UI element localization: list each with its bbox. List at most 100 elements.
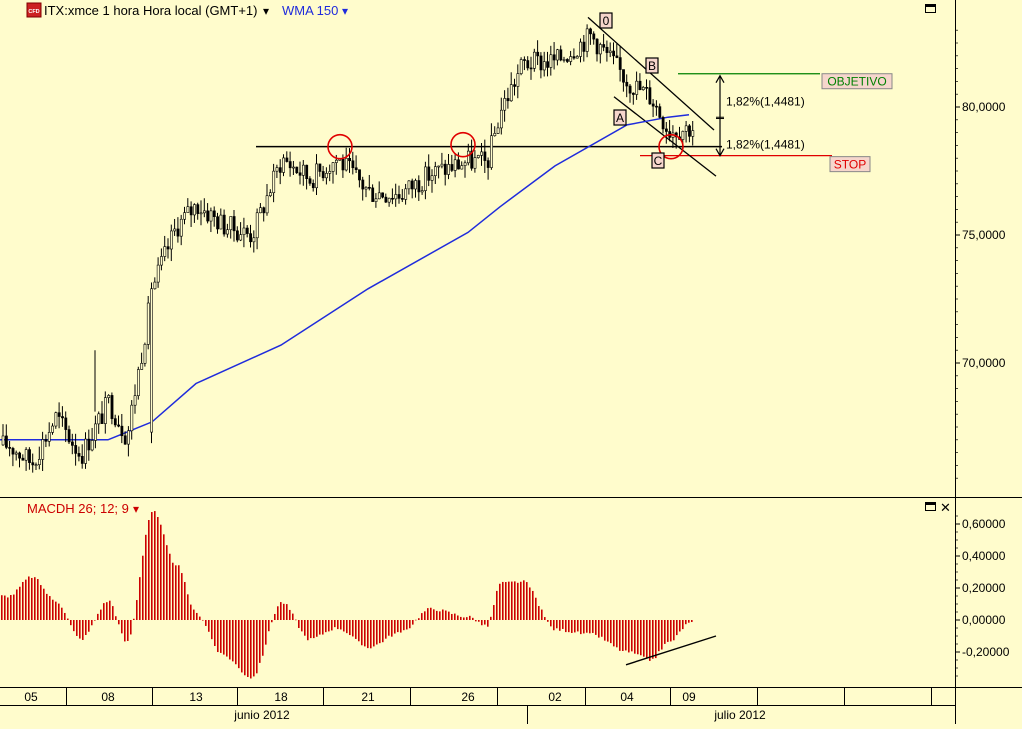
macd-bar xyxy=(52,599,54,620)
macd-bar xyxy=(409,620,411,629)
macd-dropdown-icon[interactable]: ▾ xyxy=(133,502,139,516)
macd-bar xyxy=(667,620,669,642)
candle-body xyxy=(113,418,117,426)
macd-bar xyxy=(412,620,414,625)
macd-bar xyxy=(7,597,9,620)
macd-bar xyxy=(685,620,687,625)
macd-bar xyxy=(652,620,654,659)
x-tick-label: 21 xyxy=(361,690,375,704)
macd-bar xyxy=(265,620,267,645)
macd-bar xyxy=(502,581,504,620)
maximize-price-panel-icon[interactable] xyxy=(925,4,936,13)
candle-body xyxy=(453,159,457,171)
candle-body xyxy=(14,452,18,455)
candle-body xyxy=(97,413,101,425)
maximize-macd-box[interactable] xyxy=(925,502,936,511)
candle-body xyxy=(245,227,249,234)
candle-body xyxy=(239,234,243,241)
x-tick-label: 02 xyxy=(548,690,562,704)
macd-y-axis[interactable]: 0,60000 0,40000 0,20000 0,00000 -0,20000 xyxy=(955,515,1010,677)
macd-bar xyxy=(202,619,204,621)
candle-body xyxy=(28,449,31,463)
macd-bar xyxy=(481,620,483,626)
macd-bar xyxy=(70,620,72,626)
candle-body xyxy=(466,150,470,164)
wave-label-a[interactable]: A xyxy=(613,109,627,126)
objective-tag[interactable]: OBJETIVO xyxy=(821,73,893,90)
close-macd-icon[interactable]: ✕ xyxy=(940,500,951,515)
measure-arrow-head-up xyxy=(715,74,725,84)
month-label-july: julio 2012 xyxy=(713,708,766,722)
macd-bar xyxy=(382,620,384,643)
candle-body xyxy=(31,462,35,466)
candle-body xyxy=(166,246,170,250)
candle-body xyxy=(179,218,183,237)
channel-upper-line[interactable] xyxy=(587,16,715,131)
macd-bar xyxy=(394,620,396,634)
candle-body xyxy=(493,133,497,137)
macd-bar xyxy=(334,620,336,628)
candle-body xyxy=(1,435,5,446)
macd-bar xyxy=(661,620,663,650)
candle-body xyxy=(658,106,662,118)
macd-bar xyxy=(361,620,363,646)
candle-body xyxy=(61,416,64,419)
macd-bar xyxy=(613,620,615,647)
candle-body xyxy=(219,214,223,230)
macd-bar xyxy=(283,603,285,620)
wave-label-0[interactable]: 0 xyxy=(599,12,613,29)
macd-bar xyxy=(61,607,63,620)
macd-bar xyxy=(142,555,144,620)
maximize-macd-panel-icon[interactable] xyxy=(925,502,936,511)
instrument-label[interactable]: ITX:xmce 1 hora Hora local (GMT+1) xyxy=(44,3,257,18)
macd-bar xyxy=(196,612,198,620)
macd-bar xyxy=(388,620,390,636)
macd-bar xyxy=(625,620,627,651)
macd-bar xyxy=(169,553,171,620)
candle-body xyxy=(450,164,454,171)
wave-label-c[interactable]: C xyxy=(651,152,665,169)
macd-bar xyxy=(88,620,90,632)
macd-bar xyxy=(568,620,570,633)
wave-label-b[interactable]: B xyxy=(645,57,659,74)
macd-bar xyxy=(646,620,648,659)
macd-bar xyxy=(517,582,519,620)
candle-body xyxy=(532,51,536,69)
macd-bar xyxy=(307,620,309,641)
candle-body xyxy=(391,197,394,200)
candle-body xyxy=(381,192,385,198)
wma-indicator-label[interactable]: WMA 150 xyxy=(282,3,338,18)
time-x-axis[interactable]: 05 08 13 18 21 26 02 04 09 junio 2012 julio 2012 xyxy=(24,688,932,724)
wma-150-line xyxy=(0,113,690,441)
candle-body xyxy=(575,56,579,59)
candle-body xyxy=(622,69,625,83)
macd-bar xyxy=(280,602,282,620)
instrument-dropdown-icon[interactable]: ▾ xyxy=(263,4,269,18)
wave-label-b-box xyxy=(645,57,659,74)
candle-body xyxy=(170,230,173,250)
macd-bar xyxy=(55,601,57,620)
macd-divergence-line[interactable] xyxy=(625,635,717,666)
price-y-axis[interactable]: 80,0000 75,0000 70,0000 xyxy=(955,29,1006,479)
macd-bar xyxy=(538,606,540,620)
macd-bar xyxy=(532,590,534,620)
candle-body xyxy=(549,54,553,68)
candle-body xyxy=(513,84,517,87)
stop-tag[interactable]: STOP xyxy=(829,156,871,173)
macd-bar xyxy=(193,609,195,620)
cfd-badge-text: CFD xyxy=(28,9,39,15)
macd-indicator-label[interactable]: MACDH 26; 12; 9 xyxy=(27,501,129,516)
macd-tick-label: 0,00000 xyxy=(962,613,1006,627)
maximize-box[interactable] xyxy=(925,4,936,13)
candle-body xyxy=(437,165,441,168)
objective-tag-box xyxy=(821,73,893,90)
objective-tag-text: OBJETIVO xyxy=(827,75,886,89)
candle-body xyxy=(499,109,503,129)
macd-bar xyxy=(238,620,240,669)
wma-dropdown-icon[interactable]: ▾ xyxy=(342,4,348,18)
candle-body xyxy=(354,167,358,170)
macd-bar xyxy=(355,620,357,639)
macd-bar xyxy=(589,620,591,634)
x-tick-label: 04 xyxy=(620,690,634,704)
